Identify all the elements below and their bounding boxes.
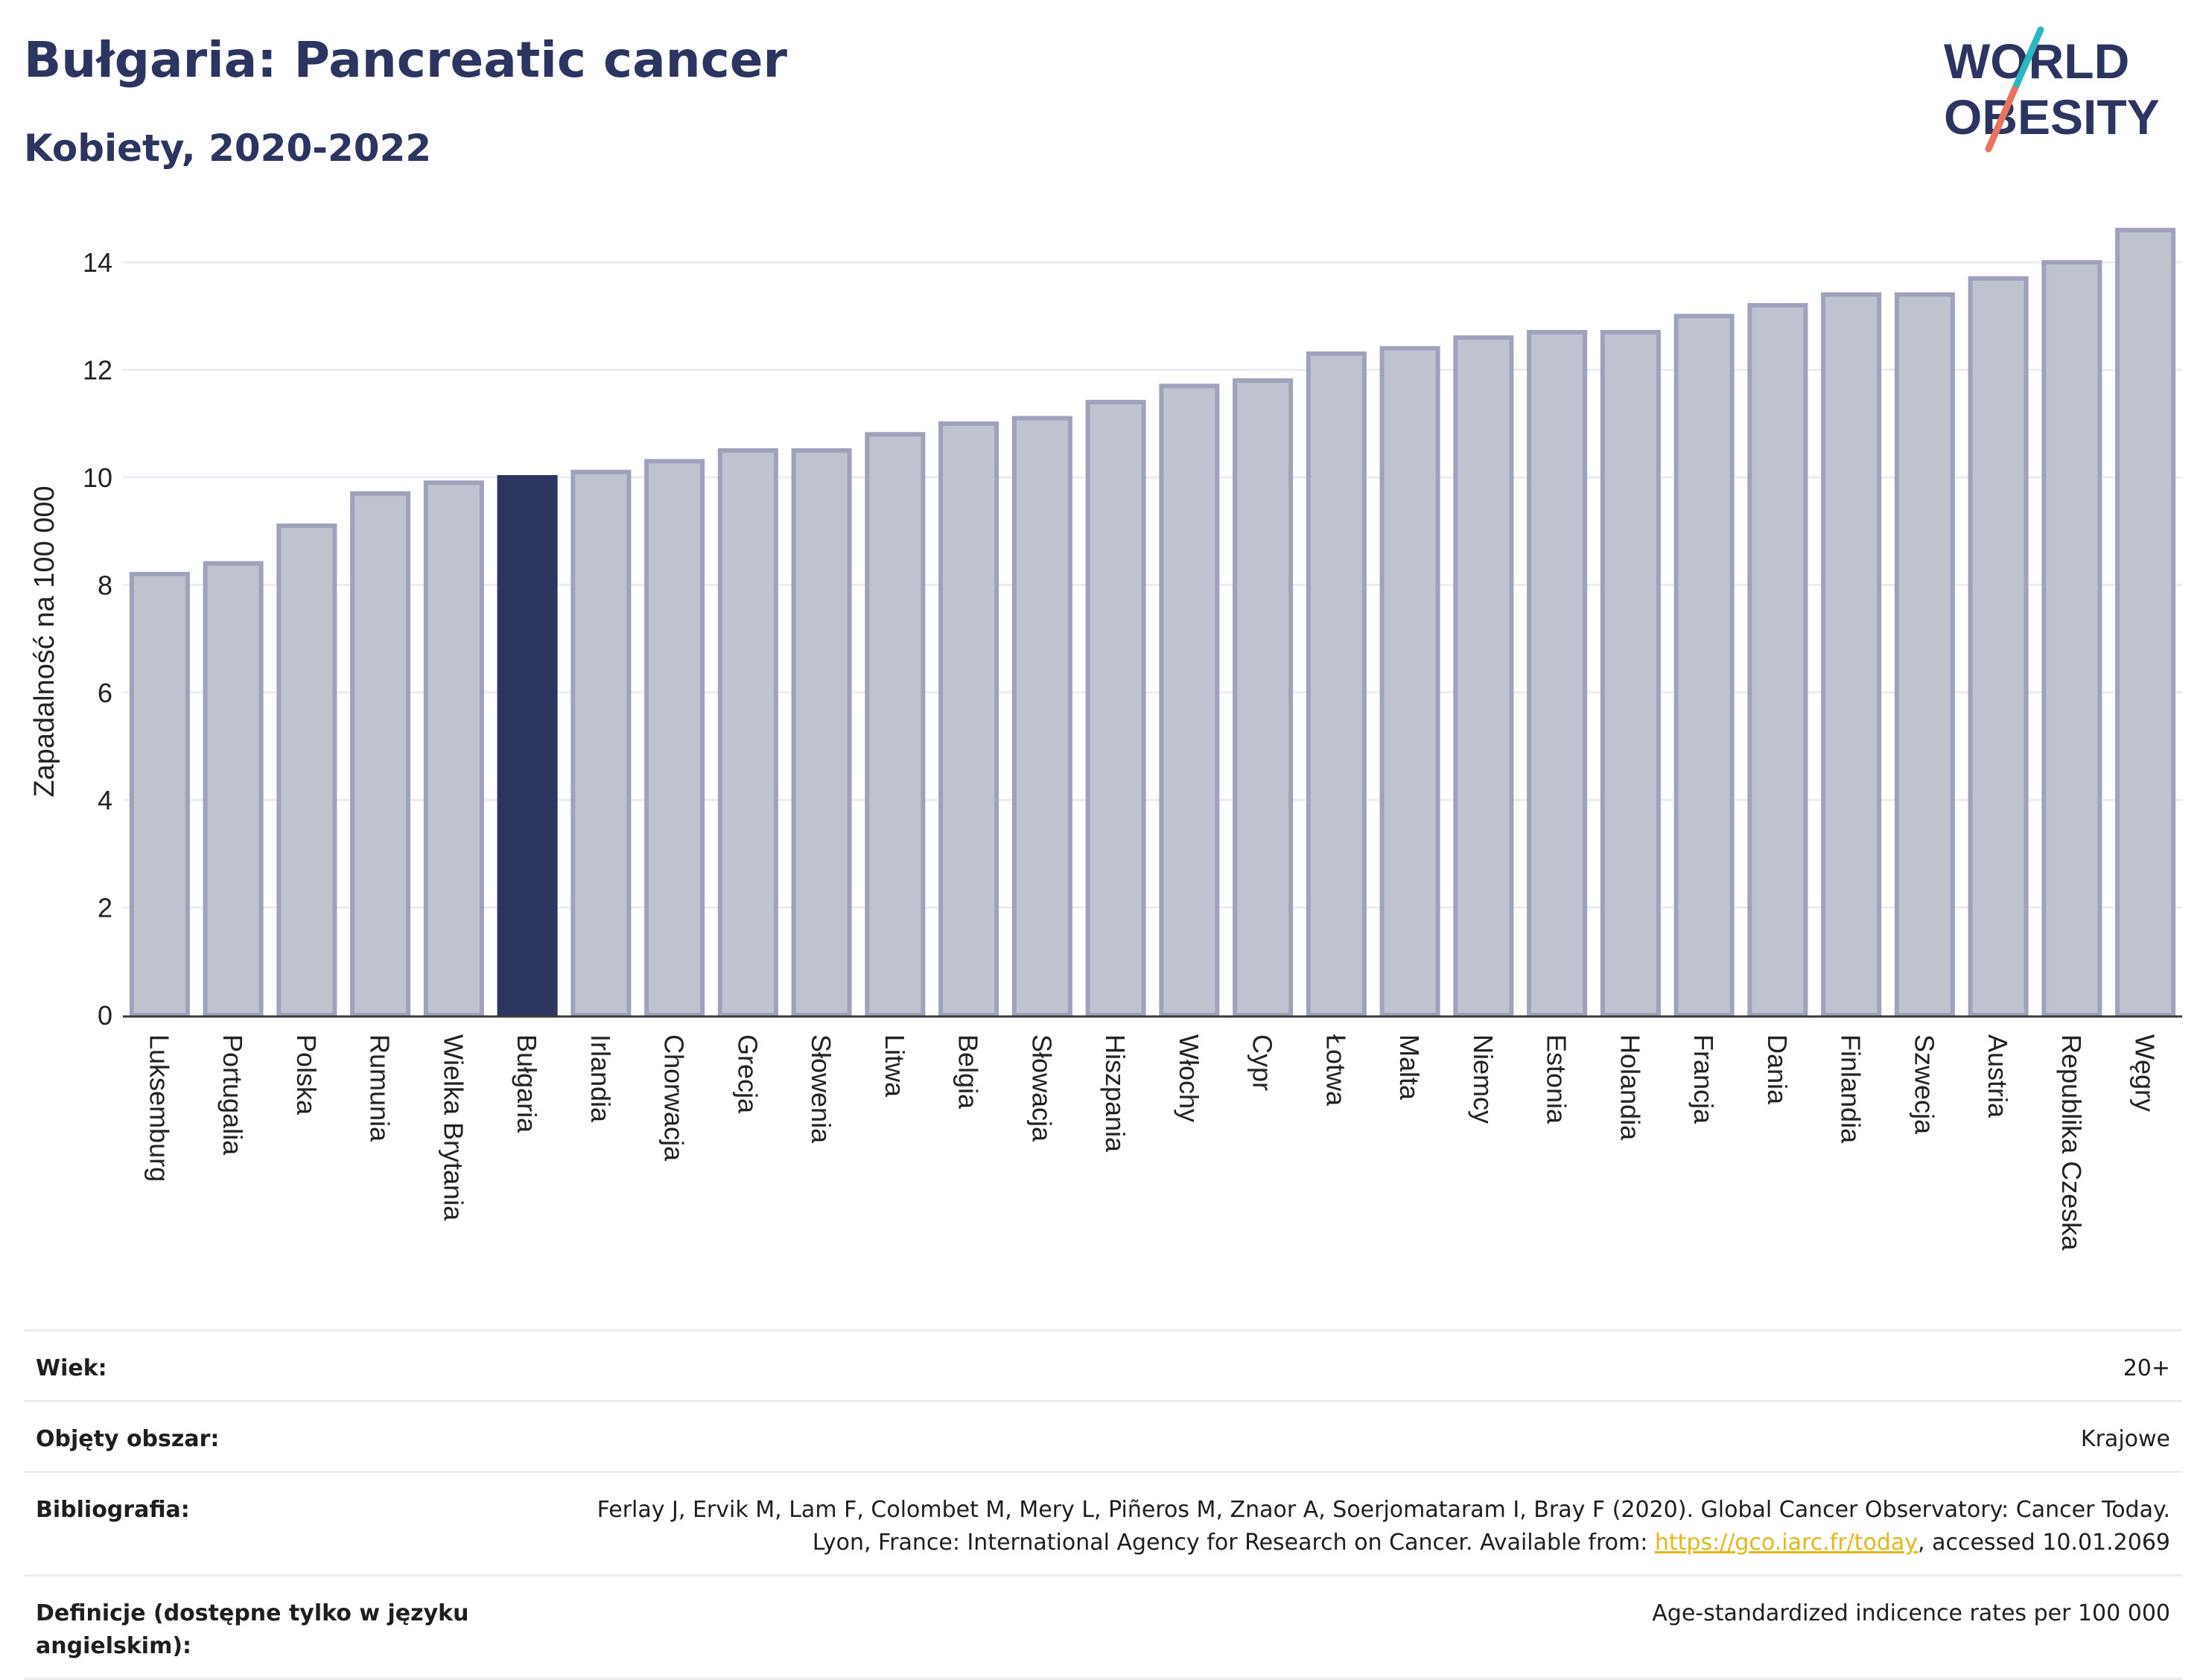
bibliography-value: Ferlay J, Ervik M, Lam F, Colombet M, Me… <box>532 1494 2170 1559</box>
x-tick-label: Portugalia <box>217 1034 248 1156</box>
bar-5 <box>497 475 558 1017</box>
bar-2 <box>276 523 337 1018</box>
y-tick-label: 0 <box>98 1000 112 1031</box>
x-tick-label: Słowacja <box>1026 1034 1057 1142</box>
x-tick-label: Cypr <box>1247 1034 1278 1091</box>
x-tick-label: Hiszpania <box>1100 1034 1131 1153</box>
x-tick-label: Grecja <box>732 1034 763 1114</box>
area-label: Objęty obszar: <box>36 1426 220 1452</box>
info-row-area: Objęty obszar: Krajowe <box>24 1400 2182 1471</box>
y-tick-label: 6 <box>98 678 112 708</box>
x-tick-label: Szwecja <box>1909 1034 1939 1135</box>
age-value: 20+ <box>2123 1355 2170 1381</box>
x-tick-label: Włochy <box>1174 1034 1204 1122</box>
bar-6 <box>570 469 632 1017</box>
bar-9 <box>791 448 852 1017</box>
bar-22 <box>1747 302 1808 1017</box>
logo-line2: OBESITY <box>1944 89 2160 144</box>
x-tick-label: Litwa <box>880 1034 910 1098</box>
y-tick-labels: 0 2 4 6 8 10 12 14 <box>83 247 112 1031</box>
bar-0 <box>129 571 190 1017</box>
x-tick-label: Dania <box>1762 1034 1793 1105</box>
bar-18 <box>1453 335 1514 1017</box>
bar-19 <box>1527 330 1588 1017</box>
x-tick-label: Irlandia <box>585 1034 616 1123</box>
y-tick-label: 14 <box>83 247 112 278</box>
x-tick-label: Francja <box>1688 1034 1719 1124</box>
bar-11 <box>938 421 999 1017</box>
bibliography-link[interactable]: https://gco.iarc.fr/today <box>1654 1530 1919 1556</box>
bar-16 <box>1306 351 1367 1017</box>
world-obesity-logo: WORLD OBESITY <box>1944 26 2160 153</box>
x-tick-label: Węgry <box>2130 1034 2161 1112</box>
definitions-value: Age-standardized indicence rates per 100… <box>1652 1600 2170 1626</box>
bars <box>129 227 2176 1018</box>
y-tick-label: 2 <box>98 893 112 923</box>
x-tick-label: Malta <box>1394 1034 1425 1101</box>
x-tick-label: Holandia <box>1615 1034 1645 1141</box>
y-tick-label: 12 <box>83 355 112 386</box>
chart-title: Bułgaria: Pancreatic cancer <box>24 31 788 89</box>
bar-17 <box>1379 346 1440 1018</box>
area-value: Krajowe <box>2080 1426 2170 1452</box>
info-row-definitions: Definicje (dostępne tylko w języku angie… <box>24 1574 2182 1680</box>
x-tick-labels: Luksemburg Portugalia Polska Rumunia Wielka … <box>144 1034 2160 1251</box>
bar-25 <box>1968 276 2029 1018</box>
x-tick-label: Wielka Brytania <box>438 1034 468 1221</box>
x-tick-label: Austria <box>1983 1034 2013 1119</box>
info-table: Wiek: 20+ Objęty obszar: Krajowe Bibliog… <box>24 1329 2182 1680</box>
logo-slash-teal <box>2011 26 2044 93</box>
bar-chart: 0 2 4 6 8 10 12 14 Luksemburg Portugalia Polska Ru… <box>29 227 2182 1251</box>
y-tick-label: 8 <box>98 570 112 600</box>
x-tick-label: Republika Czeska <box>2056 1034 2087 1251</box>
bar-27 <box>2115 227 2176 1017</box>
bar-12 <box>1011 416 1072 1017</box>
y-tick-label: 10 <box>83 462 112 493</box>
x-tick-label: Polska <box>291 1034 322 1116</box>
x-tick-label: Niemcy <box>1468 1034 1498 1124</box>
bar-24 <box>1894 292 1955 1017</box>
bar-26 <box>2041 260 2102 1017</box>
x-tick-label: Luksemburg <box>144 1034 174 1182</box>
bar-3 <box>350 491 411 1018</box>
x-tick-label: Łotwa <box>1320 1034 1351 1107</box>
y-axis-label: Zapadalność na 100 000 <box>29 486 60 797</box>
x-tick-label: Rumunia <box>365 1034 395 1142</box>
bar-21 <box>1673 314 1735 1017</box>
bar-14 <box>1159 384 1220 1017</box>
y-tick-label: 4 <box>98 785 112 815</box>
bar-15 <box>1233 378 1294 1018</box>
x-tick-label: Belgia <box>953 1034 984 1110</box>
logo-slash-coral <box>1985 86 2018 153</box>
age-label: Wiek: <box>36 1355 107 1381</box>
info-row-age: Wiek: 20+ <box>24 1329 2182 1400</box>
x-tick-label: Estonia <box>1542 1034 1572 1124</box>
x-tick-label: Chorwacja <box>659 1034 690 1162</box>
bar-7 <box>644 459 705 1017</box>
bibliography-label: Bibliografia: <box>36 1497 190 1523</box>
bar-23 <box>1821 292 1882 1017</box>
bar-1 <box>203 561 264 1017</box>
bar-4 <box>423 480 484 1018</box>
info-row-bibliography: Bibliografia: Ferlay J, Ervik M, Lam F, … <box>24 1471 2182 1574</box>
bar-8 <box>717 448 778 1017</box>
bar-20 <box>1600 330 1661 1017</box>
x-tick-label: Bułgaria <box>512 1034 542 1133</box>
x-tick-label: Finlandia <box>1836 1034 1866 1144</box>
chart-subtitle: Kobiety, 2020-2022 <box>24 127 432 170</box>
bibliography-text: Ferlay J, Ervik M, Lam F, Colombet M, Me… <box>597 1497 2170 1556</box>
bar-10 <box>865 432 926 1017</box>
definitions-label: Definicje (dostępne tylko w języku angie… <box>36 1600 469 1659</box>
bibliography-accessed: , accessed 10.01.2069 <box>1918 1530 2170 1556</box>
x-tick-label: Słowenia <box>806 1034 836 1144</box>
bar-13 <box>1085 399 1146 1018</box>
